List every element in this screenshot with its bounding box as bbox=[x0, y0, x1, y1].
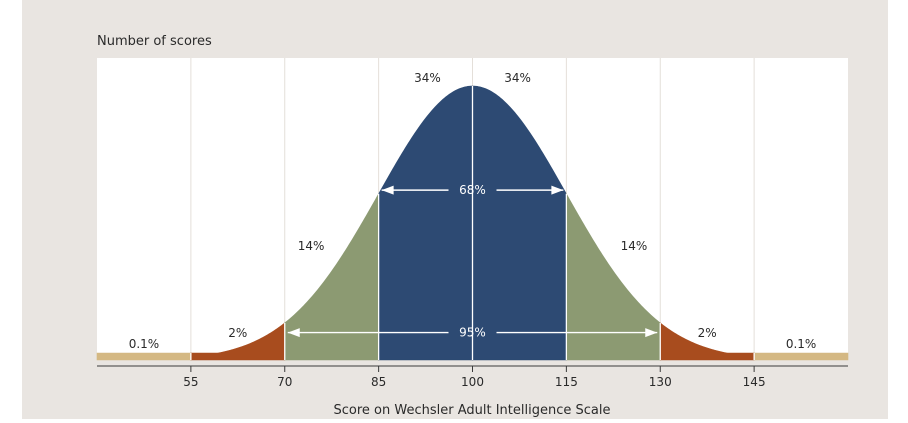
x-tick-label-115: 115 bbox=[555, 375, 578, 389]
region-area-5 bbox=[566, 192, 661, 361]
x-tick-label-85: 85 bbox=[371, 375, 386, 389]
region-area-4 bbox=[472, 85, 567, 361]
percentage-spans: 68% 95% bbox=[287, 183, 658, 340]
region-percent-label-4: 34% bbox=[504, 71, 531, 85]
region-percent-labels: 0.1% 2% 14% 34% 34% 14% 2% 0.1% bbox=[129, 71, 817, 351]
span-68-pct-arrow-left bbox=[381, 185, 394, 195]
region-percent-label-0: 0.1% bbox=[129, 337, 160, 351]
region-percent-label-6: 2% bbox=[698, 326, 717, 340]
region-area-7 bbox=[753, 352, 849, 361]
x-axis-label: Score on Wechsler Adult Intelligence Sca… bbox=[334, 403, 611, 418]
region-percent-label-3: 34% bbox=[414, 71, 441, 85]
x-tick-label-70: 70 bbox=[277, 375, 292, 389]
x-tick-label-130: 130 bbox=[649, 375, 672, 389]
region-area-6 bbox=[659, 322, 755, 361]
span-68-pct-arrow-right bbox=[551, 185, 564, 195]
x-tick-label-100: 100 bbox=[461, 375, 484, 389]
region-area-1 bbox=[190, 322, 286, 361]
left-edge-strip bbox=[0, 0, 22, 419]
span-68-pct-label: 68% bbox=[459, 183, 486, 197]
region-percent-label-1: 2% bbox=[228, 326, 247, 340]
distribution-areas bbox=[96, 85, 849, 361]
region-percent-label-2: 14% bbox=[298, 239, 325, 253]
span-95-pct-arrow-left bbox=[287, 328, 300, 338]
region-area-3 bbox=[378, 85, 473, 361]
region-area-2 bbox=[284, 192, 379, 361]
x-axis: 55 70 85 100 115 130 145 bbox=[97, 365, 848, 389]
right-edge-strip bbox=[888, 0, 908, 419]
span-95-pct-label: 95% bbox=[459, 326, 486, 340]
region-area-0 bbox=[96, 352, 192, 361]
x-tick-label-145: 145 bbox=[743, 375, 766, 389]
y-axis-label: Number of scores bbox=[97, 34, 212, 49]
span-95-pct-arrow-right bbox=[645, 328, 658, 338]
x-tick-label-55: 55 bbox=[183, 375, 198, 389]
region-percent-label-7: 0.1% bbox=[786, 337, 817, 351]
region-percent-label-5: 14% bbox=[621, 239, 648, 253]
